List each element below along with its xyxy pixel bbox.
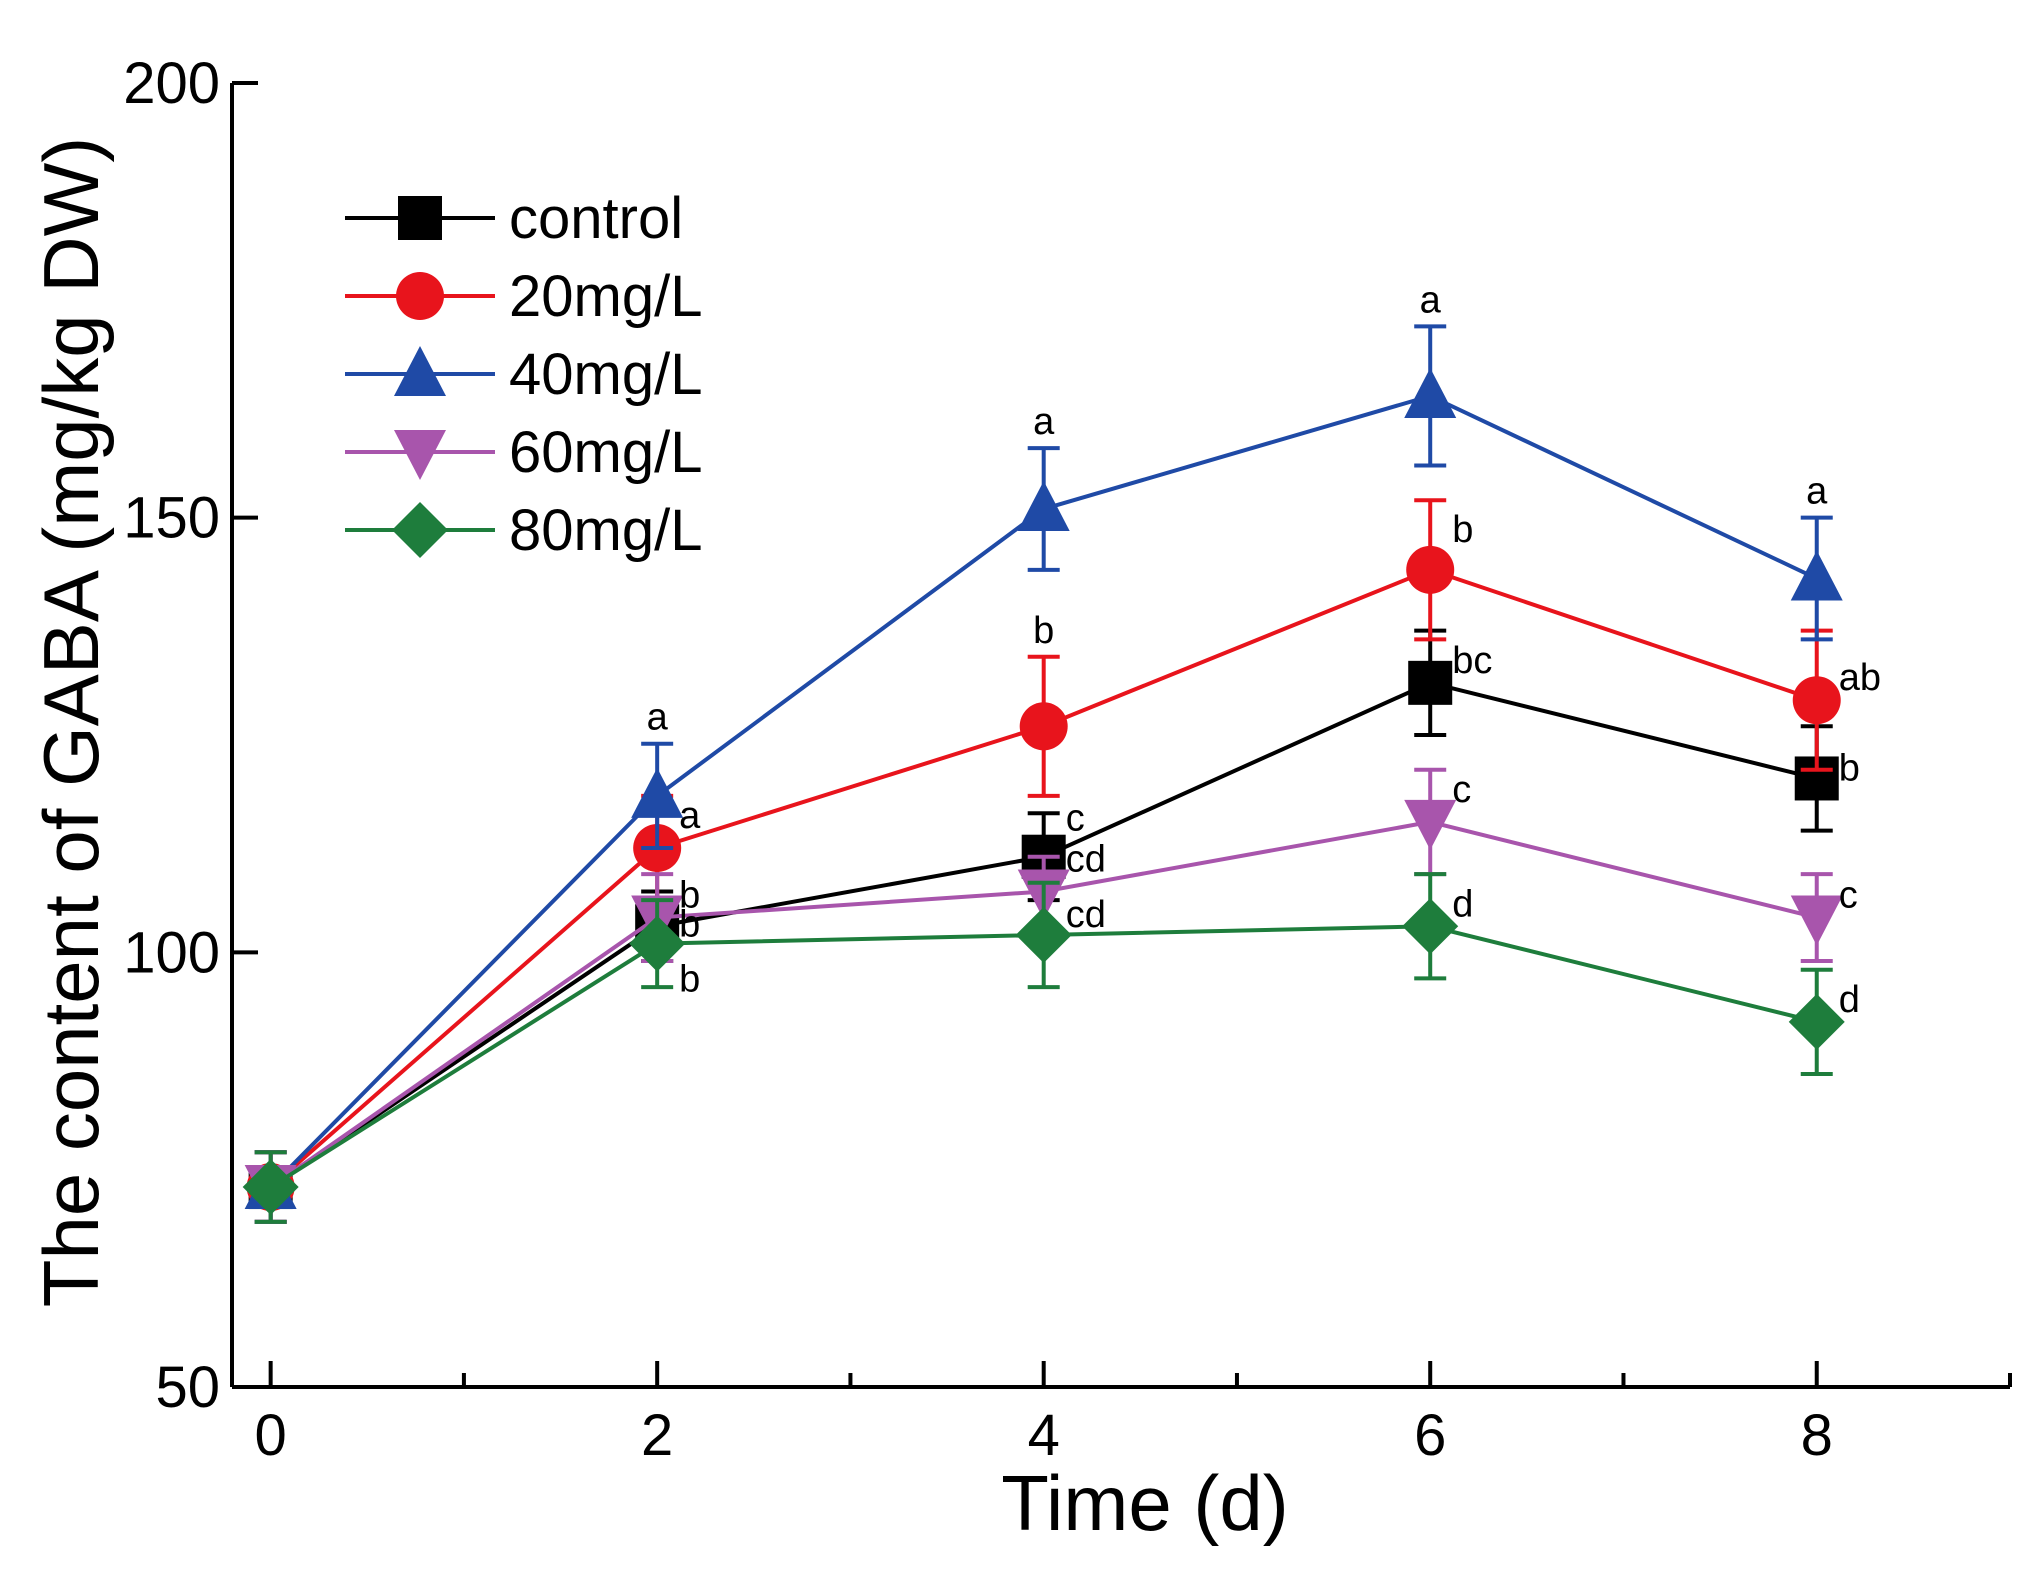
legend-label: 80mg/L — [509, 498, 702, 563]
legend-item: 60mg/L — [345, 420, 702, 485]
legend-label: 40mg/L — [509, 342, 702, 407]
data-point — [1017, 480, 1070, 531]
legend-item: 80mg/L — [345, 498, 702, 563]
legend-item: control — [345, 186, 683, 251]
axes: 50 100 150 200 0 2 4 6 8 — [123, 51, 2012, 1468]
legend-label: 60mg/L — [509, 420, 702, 485]
data-point — [242, 1159, 299, 1216]
significance-label: a — [1033, 401, 1055, 443]
data-point — [1788, 993, 1845, 1050]
significance-label: cd — [1066, 894, 1106, 936]
significance-label: b — [1452, 509, 1473, 551]
significance-label: c — [1066, 798, 1085, 840]
significance-label: b — [1839, 747, 1860, 789]
significance-label: b — [679, 875, 700, 917]
x-tick-label: 0 — [255, 1403, 287, 1468]
significance-label: b — [1033, 610, 1054, 652]
significance-label: c — [1839, 875, 1858, 917]
legend-item: 20mg/L — [345, 264, 702, 329]
legend-item: 40mg/L — [345, 342, 702, 407]
x-tick-label: 4 — [1028, 1403, 1060, 1468]
series-20mg/L — [246, 498, 1841, 1224]
data-point — [1790, 895, 1843, 946]
data-point — [1402, 898, 1459, 955]
x-tick-label: 8 — [1801, 1403, 1833, 1468]
y-tick-label: 200 — [123, 51, 220, 116]
significance-label: c — [1452, 769, 1471, 811]
data-point — [1404, 799, 1457, 850]
significance-label: cd — [1066, 838, 1106, 880]
significance-label: d — [1452, 883, 1473, 925]
significance-label: d — [1839, 979, 1860, 1021]
legend-marker — [396, 272, 444, 320]
data-point — [631, 767, 684, 818]
significance-label: a — [1806, 471, 1828, 513]
data-point — [1404, 367, 1457, 418]
legend-marker — [394, 346, 446, 396]
legend-label: control — [509, 186, 683, 251]
x-tick-label: 6 — [1414, 1403, 1446, 1468]
x-axis-title: Time (d) — [1001, 1459, 1288, 1547]
data-point — [629, 915, 686, 972]
data-point — [1792, 676, 1841, 725]
y-tick-label: 150 — [123, 486, 220, 551]
significance-label: ab — [1839, 657, 1881, 699]
legend-marker — [394, 430, 446, 480]
series-group — [242, 324, 1845, 1224]
significance-label: a — [679, 795, 701, 837]
x-tick-label: 2 — [641, 1403, 673, 1468]
data-point — [1790, 550, 1843, 601]
significance-label: bc — [1452, 640, 1492, 682]
y-tick-label: 100 — [123, 920, 220, 985]
significance-label: b — [679, 903, 700, 945]
data-point — [1406, 545, 1455, 594]
legend: control 20mg/L 40mg/L 60mg/L 80mg/L — [345, 186, 702, 563]
significance-label: b — [679, 959, 700, 1001]
data-point — [1408, 660, 1453, 705]
significance-label: a — [647, 697, 669, 739]
y-axis-title: The content of GABA (mg/kg DW) — [27, 137, 115, 1307]
data-point — [1015, 906, 1072, 963]
legend-label: 20mg/L — [509, 264, 702, 329]
legend-marker — [398, 196, 442, 240]
series-80mg/L — [242, 872, 1845, 1224]
legend-marker — [392, 502, 448, 558]
y-tick-label: 50 — [155, 1355, 220, 1420]
data-point — [1019, 702, 1068, 751]
significance-label: a — [1420, 279, 1442, 321]
